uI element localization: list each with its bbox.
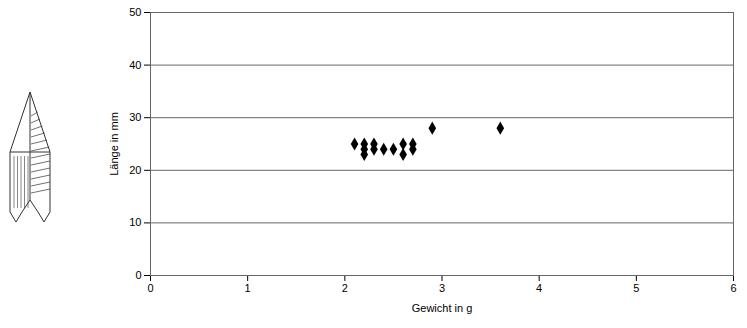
svg-text:1: 1 (245, 282, 251, 294)
svg-text:40: 40 (129, 59, 141, 71)
svg-text:Gewicht in g: Gewicht in g (412, 302, 473, 314)
svg-text:20: 20 (129, 164, 141, 176)
svg-text:30: 30 (129, 111, 141, 123)
svg-text:Länge in mm: Länge in mm (108, 112, 120, 176)
svg-text:2: 2 (342, 282, 348, 294)
svg-text:0: 0 (147, 282, 153, 294)
svg-text:3: 3 (439, 282, 445, 294)
svg-text:6: 6 (730, 282, 736, 294)
svg-text:10: 10 (129, 216, 141, 228)
svg-text:50: 50 (129, 6, 141, 18)
svg-text:4: 4 (536, 282, 542, 294)
svg-text:5: 5 (633, 282, 639, 294)
svg-text:0: 0 (135, 269, 141, 281)
